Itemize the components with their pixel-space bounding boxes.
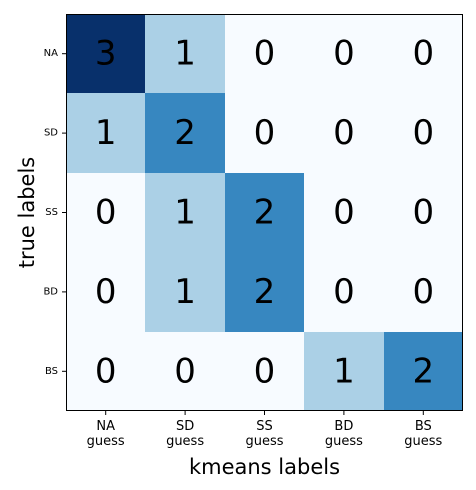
cell-value-label: 1 <box>174 34 196 74</box>
cell-value-label: 0 <box>412 272 434 312</box>
cell-value-labels: 3 1 0 0 0 1 2 0 0 0 0 1 2 0 0 0 1 2 0 0 0 0 0 1 2 <box>95 34 434 392</box>
heatmap-cell <box>145 332 225 411</box>
cell-value-label: 0 <box>95 351 117 391</box>
heatmap-cell <box>225 14 304 93</box>
heatmap-cell <box>145 173 225 252</box>
heatmap-cell <box>66 252 145 332</box>
x-axis-title: kmeans labels <box>189 455 340 479</box>
heatmap-cell <box>66 93 145 173</box>
cell-value-label: 0 <box>333 193 355 233</box>
cell-value-label: 1 <box>333 351 355 391</box>
heatmap-cell <box>304 252 384 332</box>
cell-value-label: 2 <box>254 272 276 312</box>
y-tick-label: NA <box>44 48 58 59</box>
heatmap-cell <box>384 173 463 252</box>
cell-value-label: 2 <box>254 193 276 233</box>
heatmap-cell <box>384 14 463 93</box>
cell-value-label: 0 <box>95 272 117 312</box>
cell-value-label: 0 <box>95 193 117 233</box>
heatmap-cell <box>304 93 384 173</box>
cell-value-label: 1 <box>174 272 196 312</box>
y-tick-label: SS <box>45 207 58 218</box>
x-tick-labels: NA guess SD guess SS guess BD guess BS guess <box>87 419 443 449</box>
y-tick-label: BS <box>45 366 58 377</box>
cell-value-label: 0 <box>174 351 196 391</box>
heatmap-cell <box>384 252 463 332</box>
heatmap-cell <box>304 14 384 93</box>
heatmap-cell <box>225 332 304 411</box>
x-tick-label: NA guess <box>87 419 125 449</box>
y-tick-label: SD <box>44 128 58 139</box>
heatmap-cell <box>145 14 225 93</box>
cell-value-label: 3 <box>95 34 117 74</box>
cell-value-label: 1 <box>95 113 117 153</box>
heatmap-cell <box>384 93 463 173</box>
heatmap-cell <box>145 252 225 332</box>
cell-value-label: 0 <box>254 351 276 391</box>
cell-value-label: 0 <box>333 34 355 74</box>
cell-value-label: 0 <box>333 272 355 312</box>
heatmap-cell <box>66 173 145 252</box>
cell-value-label: 0 <box>333 113 355 153</box>
cell-value-label: 2 <box>174 113 196 153</box>
x-tick-label: SD guess <box>166 419 204 449</box>
heatmap-cell <box>304 332 384 411</box>
heatmap-cell <box>225 173 304 252</box>
heatmap-cells <box>66 14 463 411</box>
cell-value-label: 0 <box>254 113 276 153</box>
y-axis-title: true labels <box>15 157 39 269</box>
heatmap-cell <box>304 173 384 252</box>
x-tick-label: BD guess <box>325 419 363 449</box>
cell-value-label: 0 <box>412 34 434 74</box>
heatmap-cell <box>225 93 304 173</box>
cell-value-label: 0 <box>412 113 434 153</box>
heatmap-cell <box>145 93 225 173</box>
heatmap-cell <box>66 332 145 411</box>
axis-ticks <box>62 53 424 415</box>
cell-value-label: 0 <box>254 34 276 74</box>
cell-value-label: 0 <box>412 193 434 233</box>
cell-value-label: 2 <box>412 351 434 391</box>
y-tick-label: BD <box>43 286 58 297</box>
plot-frame <box>66 14 463 411</box>
heatmap-cell <box>225 252 304 332</box>
x-tick-label: SS guess <box>245 419 283 449</box>
heatmap-cell <box>66 14 145 93</box>
x-tick-label: BS guess <box>404 419 442 449</box>
cell-value-label: 1 <box>174 193 196 233</box>
y-tick-labels: NA SD SS BD BS <box>43 48 58 377</box>
heatmap-cell <box>384 332 463 411</box>
